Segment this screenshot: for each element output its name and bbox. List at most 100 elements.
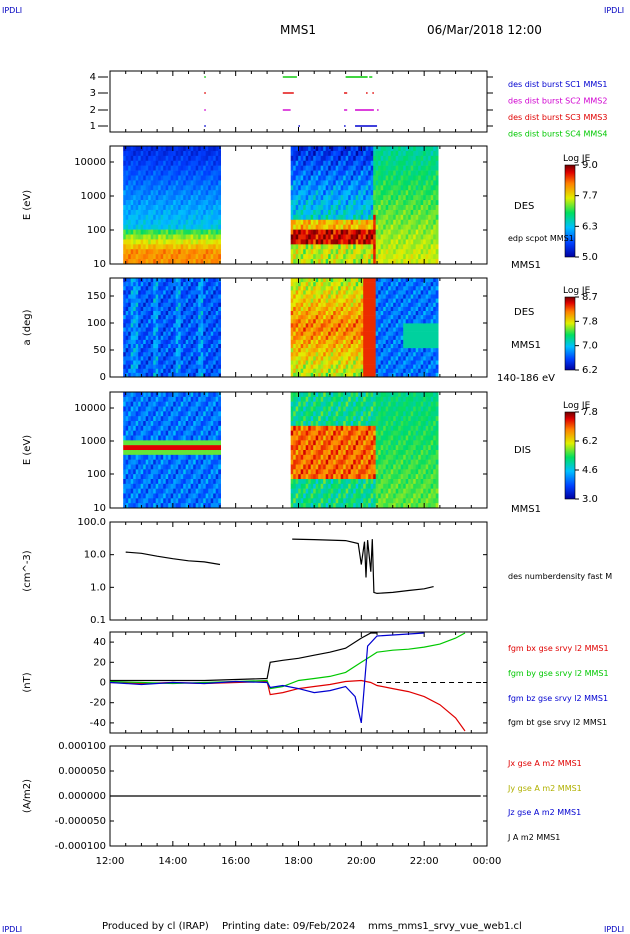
heatmap-cell: [330, 146, 334, 152]
heatmap-cell: [203, 205, 206, 211]
heatmap-cell: [205, 150, 209, 157]
heatmap-cell: [160, 195, 164, 201]
heatmap-cell: [295, 335, 299, 341]
heatmap-cell: [218, 352, 221, 357]
heatmap-cell: [295, 286, 299, 291]
heatmap-cell: [395, 344, 399, 349]
heatmap-cell: [400, 150, 404, 157]
heatmap-cell: [168, 239, 171, 245]
heatmap-cell: [140, 335, 144, 341]
heatmap-cell: [345, 180, 349, 186]
heatmap-cell: [335, 209, 339, 216]
heatmap-cell: [313, 360, 316, 365]
heatmap-cell: [378, 348, 381, 353]
heatmap-cell: [188, 311, 191, 316]
heatmap-cell: [140, 339, 144, 345]
heatmap-cell: [170, 356, 174, 361]
heatmap-cell: [380, 294, 384, 299]
heatmap-cell: [358, 298, 361, 304]
heatmap-cell: [145, 356, 149, 361]
heatmap-cell: [128, 282, 131, 287]
heatmap-cell: [413, 339, 416, 345]
heatmap-cell: [143, 146, 146, 152]
heatmap-cell: [125, 170, 129, 176]
heatmap-cell: [425, 306, 429, 312]
heatmap-cell: [153, 319, 156, 324]
heatmap-cell: [428, 315, 431, 320]
heatmap-cell: [350, 180, 354, 186]
heatmap-cell: [160, 298, 164, 304]
heatmap-cell: [343, 190, 346, 196]
heatmap-cell: [300, 339, 304, 345]
heatmap-cell: [133, 327, 136, 332]
heatmap-cell: [128, 327, 131, 332]
heatmap-cell: [170, 335, 174, 341]
heatmap-cell: [178, 249, 181, 255]
heatmap-cell: [213, 209, 216, 216]
heatmap-cell: [345, 244, 349, 250]
heatmap-cell: [353, 323, 356, 328]
heatmap-cell: [133, 254, 136, 260]
heatmap-cell: [378, 278, 381, 283]
heatmap-cell: [433, 209, 436, 216]
heatmap-cell: [405, 282, 409, 287]
heatmap-cell: [368, 344, 371, 349]
heatmap-cell: [363, 249, 366, 255]
heatmap-cell: [320, 224, 324, 230]
heatmap-cell: [405, 290, 409, 295]
heatmap-cell: [333, 302, 336, 308]
heatmap-cell: [143, 327, 146, 332]
heatmap-cell: [393, 155, 396, 162]
heatmap-cell: [343, 302, 346, 308]
heatmap-cell: [328, 234, 331, 240]
heatmap-cell: [140, 356, 144, 361]
heatmap-cell: [348, 155, 351, 162]
heatmap-cell: [135, 244, 139, 250]
heatmap-cell: [400, 298, 404, 304]
heatmap-cell: [295, 319, 299, 324]
heatmap-cell: [345, 249, 349, 255]
heatmap-cell: [295, 331, 299, 337]
heatmap-cell: [323, 327, 326, 332]
heatmap-cell: [150, 254, 154, 260]
heatmap-cell: [383, 315, 386, 320]
heatmap-cell: [338, 339, 341, 345]
heatmap-cell: [195, 302, 199, 308]
heatmap-cell: [315, 190, 319, 196]
heatmap-cell: [293, 315, 296, 320]
heatmap-cell: [368, 239, 371, 245]
heatmap-cell: [295, 190, 299, 196]
heatmap-cell: [403, 229, 406, 235]
heatmap-cell: [173, 214, 176, 221]
heatmap-cell: [168, 294, 171, 299]
heatmap-cell: [158, 327, 161, 332]
heatmap-cell: [315, 259, 319, 265]
heatmap-cell: [360, 327, 364, 332]
heatmap-cell: [325, 348, 329, 353]
heatmap-cell: [148, 278, 151, 283]
heatmap-cell: [215, 146, 219, 152]
heatmap-cell: [213, 254, 216, 260]
heatmap-cell: [210, 214, 214, 221]
heatmap-cell: [345, 219, 349, 225]
heatmap-cell: [150, 294, 154, 299]
heatmap-cell: [180, 331, 184, 337]
heatmap-cell: [403, 180, 406, 186]
heatmap-cell: [400, 185, 404, 191]
heatmap-cell: [340, 180, 344, 186]
heatmap-cell: [338, 278, 341, 283]
heatmap-cell: [360, 239, 364, 245]
heatmap-cell: [318, 205, 321, 211]
heatmap-cell: [123, 298, 126, 304]
heatmap-cell: [395, 335, 399, 341]
heatmap-cell: [415, 278, 419, 283]
heatmap-cell: [340, 259, 344, 265]
heatmap-cell: [395, 155, 399, 162]
heatmap-cell: [435, 205, 439, 211]
heatmap-cell: [208, 224, 211, 230]
heatmap-cell: [408, 180, 411, 186]
heatmap-cell: [418, 335, 421, 341]
heatmap-cell: [155, 160, 159, 166]
heatmap-cell: [208, 327, 211, 332]
heatmap-cell: [178, 327, 181, 332]
